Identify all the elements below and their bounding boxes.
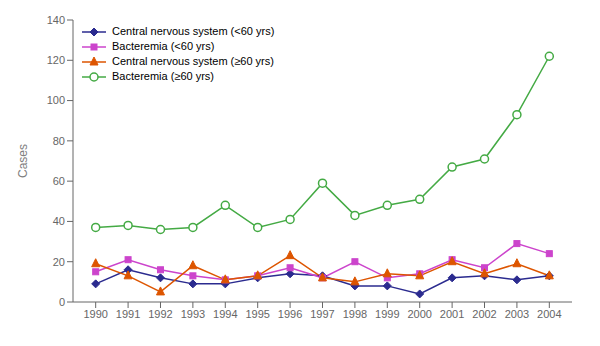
svg-text:1998: 1998 <box>343 308 367 320</box>
svg-text:2001: 2001 <box>440 308 464 320</box>
svg-text:80: 80 <box>53 135 65 147</box>
svg-text:60: 60 <box>53 175 65 187</box>
svg-text:1992: 1992 <box>148 308 172 320</box>
svg-text:0: 0 <box>59 296 65 308</box>
svg-text:1993: 1993 <box>181 308 205 320</box>
svg-text:1999: 1999 <box>375 308 399 320</box>
html-text:Bacteremia (≥60 yrs): Bacteremia (≥60 yrs) <box>112 70 214 82</box>
svg-text:2003: 2003 <box>505 308 529 320</box>
svg-text:120: 120 <box>47 54 65 66</box>
svg-text:Cases: Cases <box>16 144 30 178</box>
svg-text:2004: 2004 <box>537 308 561 320</box>
svg-text:40: 40 <box>53 215 65 227</box>
svg-text:140: 140 <box>47 14 65 26</box>
svg-text:2002: 2002 <box>472 308 496 320</box>
svg-text:1997: 1997 <box>310 308 334 320</box>
svg-text:100: 100 <box>47 94 65 106</box>
svg-text:1990: 1990 <box>83 308 107 320</box>
html-text:Central nervous system (<60 yr: Central nervous system (<60 yrs) <box>112 25 275 37</box>
svg-text:1991: 1991 <box>116 308 140 320</box>
svg-text:20: 20 <box>53 256 65 268</box>
svg-text:2000: 2000 <box>407 308 431 320</box>
svg-text:1995: 1995 <box>245 308 269 320</box>
svg-text:1996: 1996 <box>278 308 302 320</box>
html-text:Bacteremia (<60 yrs): Bacteremia (<60 yrs) <box>112 40 215 52</box>
svg-text:1994: 1994 <box>213 308 237 320</box>
html-text:Central nervous system (≥60 yr: Central nervous system (≥60 yrs) <box>112 55 274 67</box>
